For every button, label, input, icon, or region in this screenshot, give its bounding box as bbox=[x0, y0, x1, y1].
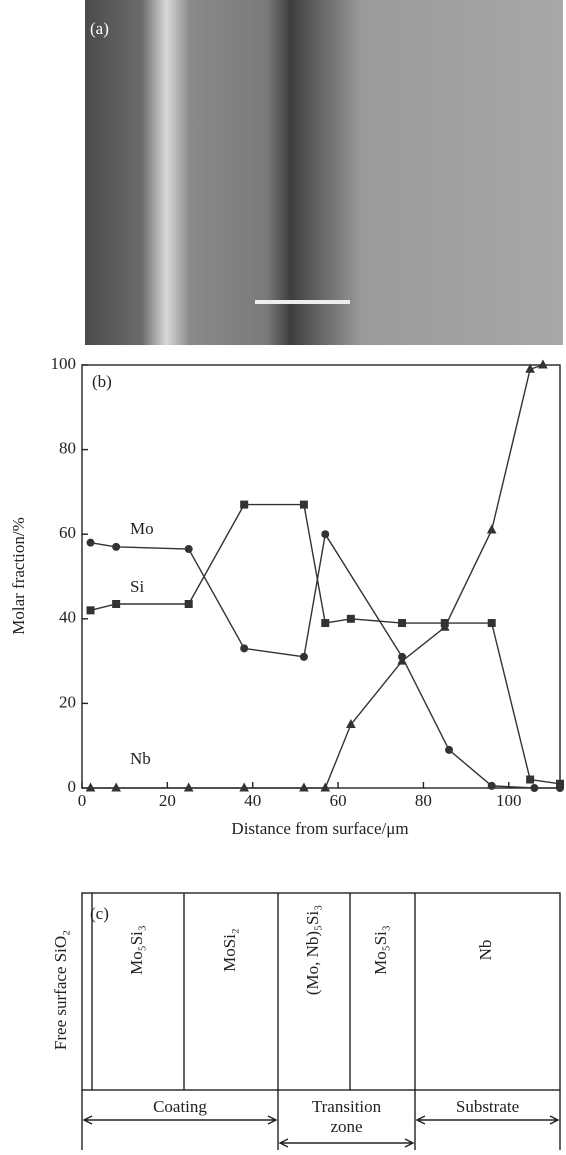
zone-label: Substrate bbox=[456, 1097, 519, 1116]
point bbox=[299, 652, 308, 661]
series-label: Si bbox=[130, 577, 144, 596]
sem-image bbox=[85, 0, 563, 345]
plot-frame bbox=[81, 364, 561, 789]
y-axis-title: Molar fraction/% bbox=[9, 517, 28, 635]
point bbox=[556, 779, 564, 788]
point bbox=[184, 599, 193, 608]
point bbox=[299, 782, 309, 792]
zone-arrow bbox=[278, 1138, 415, 1148]
layer-label: Nb bbox=[476, 940, 495, 961]
diagram-frame bbox=[81, 892, 561, 1091]
point bbox=[445, 745, 454, 754]
series-line bbox=[90, 503, 561, 785]
series-line bbox=[90, 532, 560, 789]
point bbox=[240, 644, 249, 653]
sem-image-panel: (a) bbox=[85, 0, 563, 345]
point bbox=[398, 619, 407, 628]
y-tick-label: 0 bbox=[68, 777, 77, 796]
zone-label: Transition bbox=[312, 1097, 382, 1116]
point bbox=[525, 363, 535, 373]
point bbox=[183, 782, 194, 792]
y-tick-label: 40 bbox=[59, 608, 76, 627]
zone-label: zone bbox=[330, 1117, 362, 1136]
point bbox=[439, 621, 450, 631]
y-tick-label: 60 bbox=[59, 523, 76, 542]
zone-arrow bbox=[82, 1115, 278, 1125]
point bbox=[486, 524, 497, 534]
series-label: Mo bbox=[130, 519, 154, 538]
series-line bbox=[90, 364, 544, 789]
y-tick-label: 20 bbox=[59, 692, 76, 711]
panel-label: (b) bbox=[92, 372, 112, 391]
layer-label: Mo₅Si₃ bbox=[127, 925, 146, 975]
point bbox=[321, 530, 330, 539]
layer-label: (Mo, Nb)₅Si₃ bbox=[303, 905, 322, 995]
point bbox=[487, 619, 496, 628]
point bbox=[184, 545, 193, 554]
panel-label: (c) bbox=[90, 904, 109, 923]
point bbox=[530, 784, 539, 792]
point bbox=[321, 619, 330, 628]
x-tick-label: 80 bbox=[415, 791, 432, 810]
point bbox=[112, 599, 121, 608]
point bbox=[86, 538, 95, 547]
layer-diagram: (c) Free surface SiO₂ Mo₅Si₃ MoSi₂ (Mo, Nb)… bbox=[51, 892, 561, 1150]
zone-arrow bbox=[415, 1115, 560, 1125]
point bbox=[239, 782, 250, 792]
scale-bar bbox=[255, 300, 350, 304]
layer-label: Mo₅Si₃ bbox=[371, 925, 390, 975]
x-tick-label: 0 bbox=[78, 791, 87, 810]
point bbox=[538, 359, 548, 369]
series-label: Nb bbox=[130, 749, 151, 768]
x-tick-label: 40 bbox=[244, 791, 261, 810]
point bbox=[397, 655, 407, 665]
x-tick-label: 20 bbox=[159, 791, 176, 810]
x-axis-title: Distance from surface/μm bbox=[231, 819, 408, 838]
x-tick-label: 100 bbox=[496, 791, 522, 810]
point bbox=[85, 782, 96, 792]
point bbox=[487, 781, 496, 790]
x-tick-label: 60 bbox=[330, 791, 347, 810]
point bbox=[320, 782, 331, 792]
point bbox=[526, 775, 535, 784]
point bbox=[111, 782, 121, 792]
zone-label: Coating bbox=[153, 1097, 207, 1116]
layer-label: MoSi₂ bbox=[220, 928, 239, 972]
point bbox=[86, 606, 95, 615]
point bbox=[346, 614, 355, 623]
point bbox=[240, 500, 249, 509]
line-chart: (b) Distance from surface/μm Molar fract… bbox=[9, 354, 564, 838]
panel-label: (a) bbox=[90, 19, 109, 38]
y-tick-label: 80 bbox=[59, 439, 76, 458]
point bbox=[299, 500, 308, 509]
point bbox=[112, 542, 121, 551]
point bbox=[346, 718, 356, 729]
layer-label: Free surface SiO₂ bbox=[51, 930, 70, 1050]
y-tick-label: 100 bbox=[51, 354, 77, 373]
